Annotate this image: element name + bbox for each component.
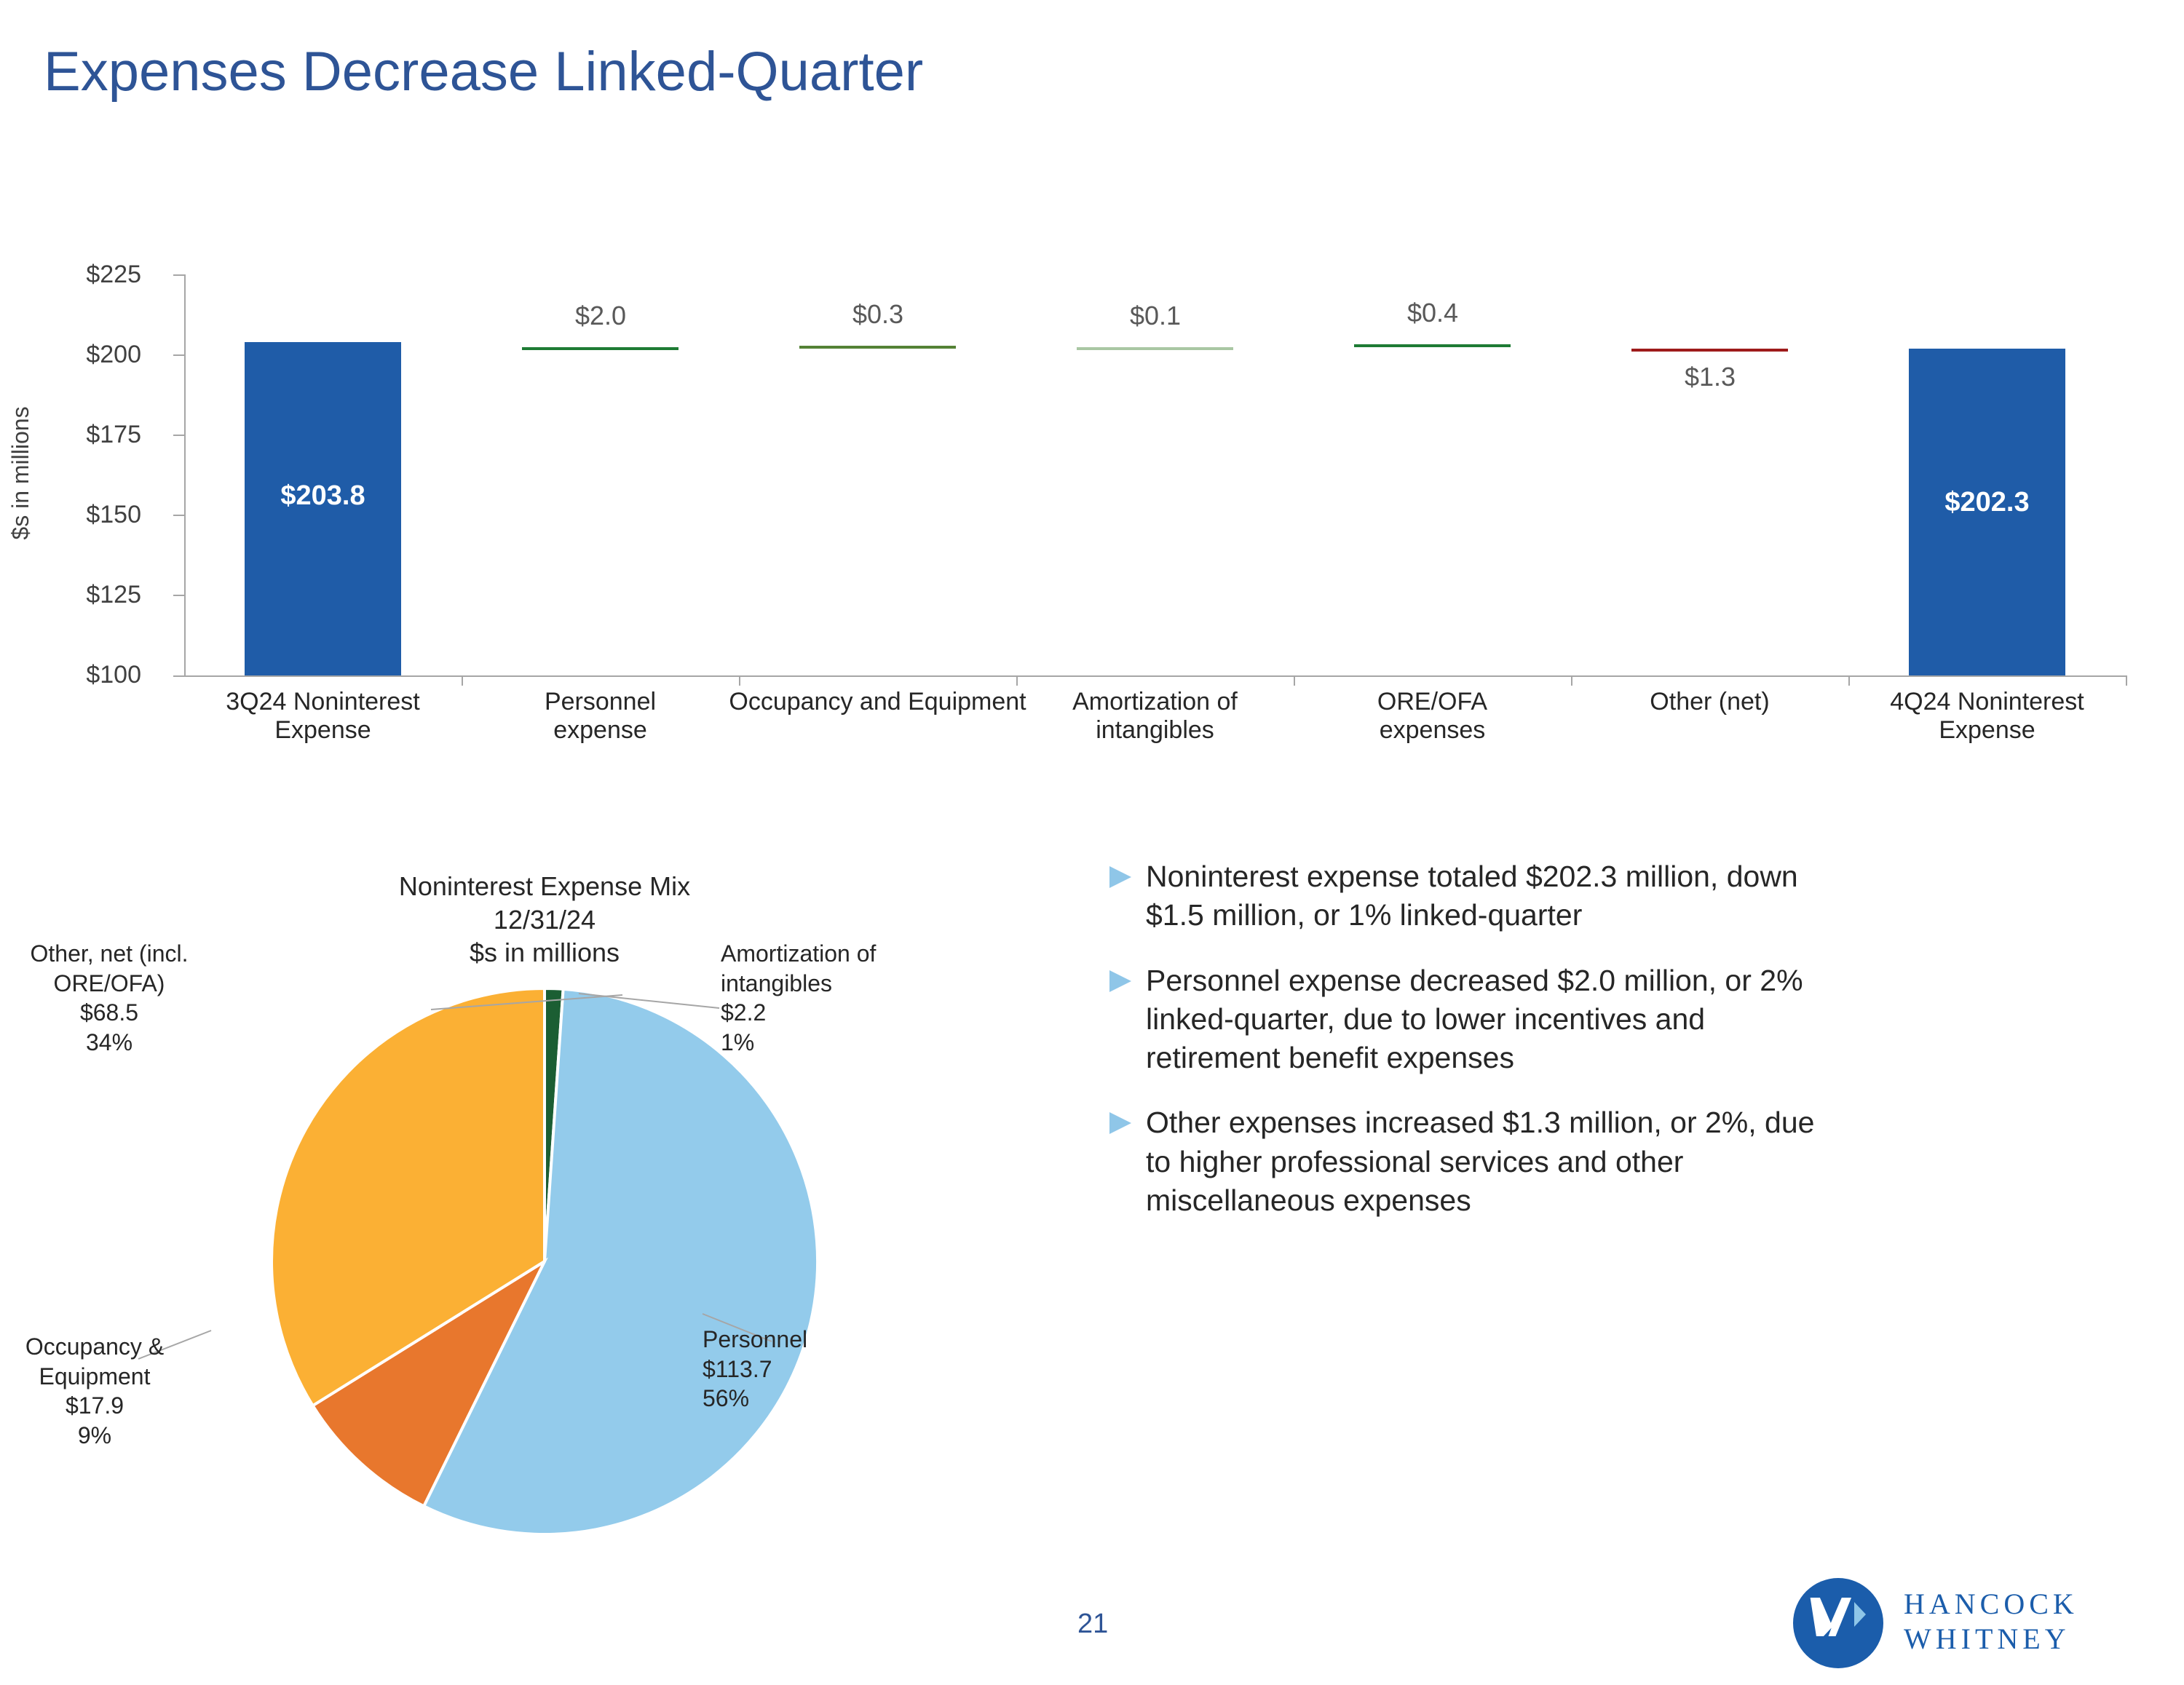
svg-text:HANCOCK: HANCOCK bbox=[1904, 1587, 2078, 1620]
svg-text:WHITNEY: WHITNEY bbox=[1904, 1622, 2070, 1655]
